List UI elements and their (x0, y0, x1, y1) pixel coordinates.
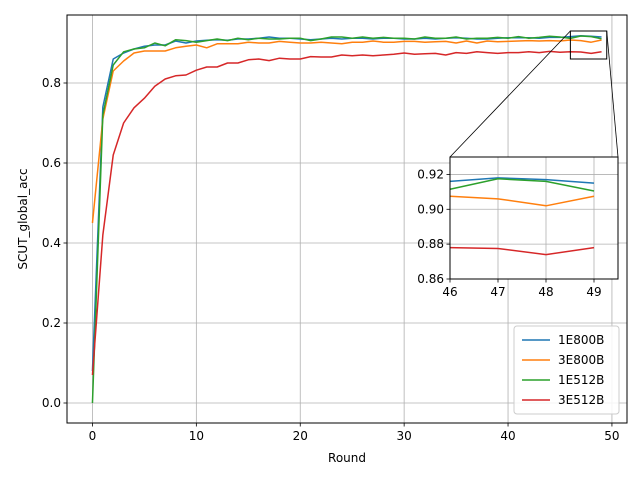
inset-y-tick-label: 0.92 (417, 167, 444, 181)
inset-y-tick-label: 0.90 (417, 202, 444, 216)
series-line-1E800B (91, 35, 602, 372)
inset-frame (449, 156, 619, 280)
inset-x-tick-label: 48 (538, 285, 553, 299)
legend-item: 3E800B (522, 353, 604, 367)
series-line-1E512B (91, 35, 602, 404)
inset-x-tick-label: 46 (442, 285, 457, 299)
inset-series-line-3E512B (449, 246, 595, 256)
inset-series-line-3E800B (449, 195, 595, 207)
legend-item: 3E512B (522, 393, 604, 407)
main-plot-area: 0 10 20 30 40 50 0.0 0.2 0.4 0.6 0.8 (42, 14, 628, 443)
x-tick-label: 0 (89, 429, 97, 443)
legend-label: 1E800B (558, 333, 604, 347)
y-tick-label: 0.4 (42, 236, 61, 250)
inset-y-tick-label: 0.86 (417, 272, 444, 286)
main-plot-frame (66, 14, 628, 424)
inset-y-tick-label: 0.88 (417, 237, 444, 251)
legend-item: 1E800B (522, 333, 604, 347)
x-tick-label: 30 (397, 429, 412, 443)
inset-plot-area: 46 47 48 49 0.86 0.88 0.90 0.92 (417, 156, 619, 299)
inset-x-tick-label: 49 (586, 285, 601, 299)
legend-item: 1E512B (522, 373, 604, 387)
series-line-3E512B (91, 50, 602, 376)
inset-x-axis-ticks: 46 47 48 49 (442, 279, 602, 299)
y-tick-label: 0.2 (42, 316, 61, 330)
inset-background (450, 157, 618, 279)
zoom-connector-line (606, 30, 619, 158)
zoom-connector-line (449, 30, 571, 158)
main-x-axis-ticks: 0 10 20 30 40 50 (89, 423, 620, 443)
inset-x-tick-label: 47 (490, 285, 505, 299)
main-y-axis-ticks: 0.0 0.2 0.4 0.6 0.8 (42, 76, 67, 410)
y-axis-title: SCUT_global_acc (16, 168, 30, 269)
zoom-region-box (569, 30, 608, 60)
zoom-indicator (449, 30, 619, 158)
series-line-3E800B (91, 39, 602, 224)
inset-series-line-1E512B (449, 178, 595, 192)
y-tick-label: 0.0 (42, 396, 61, 410)
x-axis-title: Round (328, 451, 366, 465)
y-tick-label: 0.6 (42, 156, 61, 170)
y-tick-label: 0.8 (42, 76, 61, 90)
x-tick-label: 20 (293, 429, 308, 443)
main-series-lines (91, 35, 602, 404)
inset-series-lines (449, 177, 595, 256)
legend-label: 1E512B (558, 373, 604, 387)
x-tick-label: 10 (189, 429, 204, 443)
inset-series-line-1E800B (449, 177, 595, 184)
x-tick-label: 40 (500, 429, 515, 443)
legend: 1E800B 3E800B 1E512B 3E512B (513, 325, 620, 415)
legend-label: 3E800B (558, 353, 604, 367)
x-tick-label: 50 (604, 429, 619, 443)
inset-y-axis-ticks: 0.86 0.88 0.90 0.92 (417, 167, 450, 286)
legend-label: 3E512B (558, 393, 604, 407)
legend-box (513, 325, 620, 415)
